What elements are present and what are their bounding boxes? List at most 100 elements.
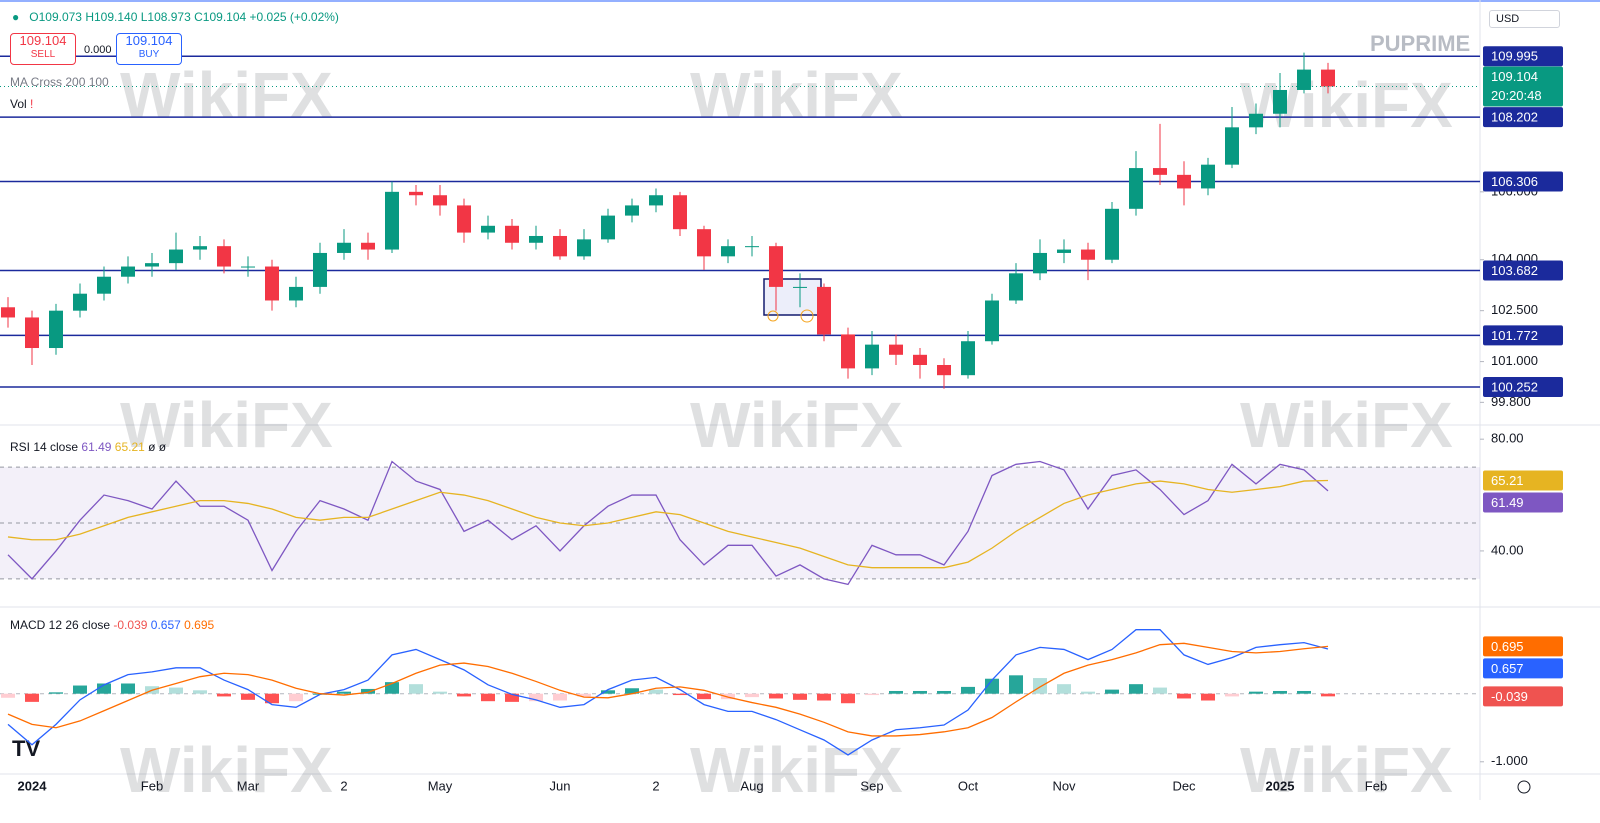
watermark: WikiFX bbox=[120, 734, 333, 806]
x-tick-label: Feb bbox=[141, 778, 163, 793]
candle-body bbox=[1009, 273, 1023, 301]
candle-body bbox=[1273, 89, 1287, 114]
histogram-bar bbox=[913, 690, 927, 694]
macd-title: MACD 12 26 close bbox=[10, 618, 111, 632]
value-label: 65.21 bbox=[1491, 473, 1524, 488]
x-tick-label: Nov bbox=[1052, 778, 1076, 793]
series-line bbox=[7, 479, 1329, 569]
histogram-bar bbox=[193, 690, 207, 694]
value-label-bg bbox=[1483, 470, 1563, 491]
candle-body bbox=[841, 334, 855, 369]
histogram-bar bbox=[289, 693, 303, 702]
histogram-bar bbox=[481, 693, 495, 702]
macd-value: 0.657 bbox=[150, 618, 181, 632]
indicator-legend: MA Cross 200 100 bbox=[10, 75, 109, 89]
candle-body bbox=[721, 246, 735, 257]
value-label: 0.695 bbox=[1491, 639, 1524, 654]
volume-label: Vol bbox=[10, 97, 27, 111]
histogram-bar bbox=[361, 688, 375, 694]
histogram-bar bbox=[1, 693, 15, 698]
countdown: 20:20:48 bbox=[1491, 88, 1542, 103]
watermark: WikiFX bbox=[690, 734, 903, 806]
histogram-bar bbox=[1105, 689, 1119, 694]
histogram-bar bbox=[625, 688, 639, 694]
histogram-bar bbox=[601, 690, 615, 694]
drawn-marker bbox=[767, 310, 779, 322]
candle-body bbox=[217, 246, 231, 267]
y-tick-label: 80.00 bbox=[1491, 431, 1524, 446]
level-label: 106.306 bbox=[1491, 174, 1538, 189]
watermark: WikiFX bbox=[120, 389, 333, 461]
x-tick-label: 2 bbox=[652, 778, 659, 793]
level-label-bg bbox=[1483, 46, 1563, 67]
candle-body bbox=[961, 341, 975, 376]
spread: 0.000 bbox=[84, 44, 112, 56]
candle-body bbox=[1105, 208, 1119, 260]
volume-legend: Vol ! bbox=[10, 97, 34, 111]
drawn-marker bbox=[800, 309, 814, 323]
candle-body bbox=[361, 242, 375, 250]
ohlc-open: O109.073 bbox=[29, 10, 82, 24]
candle-body bbox=[433, 195, 447, 206]
candle-body bbox=[313, 252, 327, 287]
currency-selector[interactable]: USD bbox=[1489, 10, 1561, 28]
rsi-extra: ø ø bbox=[148, 440, 167, 454]
candle-body bbox=[1153, 168, 1167, 175]
candle-body bbox=[817, 286, 831, 335]
settings-icon[interactable] bbox=[1517, 780, 1531, 794]
candle-body bbox=[337, 242, 351, 253]
candle-body bbox=[529, 235, 543, 243]
histogram-bar bbox=[1009, 675, 1023, 694]
x-tick-label: 2025 bbox=[1266, 778, 1295, 793]
ohlc-high: H109.140 bbox=[85, 10, 138, 24]
candle-body bbox=[505, 225, 519, 243]
histogram-bar bbox=[697, 693, 711, 700]
histogram-bar bbox=[745, 693, 759, 698]
value-label-bg bbox=[1483, 658, 1563, 679]
histogram-bar bbox=[433, 691, 447, 694]
candle-body bbox=[1201, 164, 1215, 189]
x-tick-label: Oct bbox=[958, 778, 979, 793]
histogram-bar bbox=[169, 687, 183, 694]
rsi-ma-value: 65.21 bbox=[114, 440, 145, 454]
histogram-bar bbox=[553, 693, 567, 701]
symbol-legend: ● O109.073 H109.140 L108.973 C109.104 +0… bbox=[12, 10, 339, 24]
watermark: WikiFX bbox=[1240, 389, 1453, 461]
candle-body bbox=[1129, 168, 1143, 209]
sell-button[interactable]: 109.104 SELL bbox=[10, 33, 76, 65]
candle-body bbox=[25, 317, 39, 349]
watermark: WikiFX bbox=[120, 59, 333, 131]
candle-body bbox=[289, 286, 303, 301]
watermark: WikiFX bbox=[1240, 69, 1453, 141]
macd-hist-value: -0.039 bbox=[113, 618, 148, 632]
histogram-bar bbox=[1129, 684, 1143, 694]
candle-body bbox=[745, 246, 759, 248]
candle-body bbox=[673, 195, 687, 230]
macd-legend: MACD 12 26 close -0.039 0.657 0.695 bbox=[10, 618, 214, 632]
histogram-bar bbox=[721, 693, 735, 700]
watermark: WikiFX bbox=[690, 389, 903, 461]
y-tick-label: 40.00 bbox=[1491, 542, 1524, 557]
histogram-bar bbox=[1249, 691, 1263, 694]
histogram-bar bbox=[97, 683, 111, 694]
x-tick-label: 2024 bbox=[18, 778, 48, 793]
y-tick-label: 99.800 bbox=[1491, 394, 1531, 409]
candle-body bbox=[865, 344, 879, 369]
candle-body bbox=[1225, 127, 1239, 165]
x-tick-label: 2 bbox=[340, 778, 347, 793]
histogram-bar bbox=[817, 693, 831, 701]
histogram-bar bbox=[1153, 687, 1167, 694]
buy-button[interactable]: 109.104 BUY bbox=[116, 33, 182, 65]
histogram-bar bbox=[1273, 690, 1287, 694]
candle-body bbox=[121, 266, 135, 277]
candle-body bbox=[1, 307, 15, 318]
value-label-bg bbox=[1483, 686, 1563, 707]
x-tick-label: Dec bbox=[1172, 778, 1196, 793]
level-label: 108.202 bbox=[1491, 110, 1538, 125]
candle-body bbox=[169, 249, 183, 264]
sell-label: SELL bbox=[30, 49, 56, 60]
candle-body bbox=[649, 195, 663, 206]
histogram-bar bbox=[985, 678, 999, 694]
histogram-bar bbox=[265, 693, 279, 704]
histogram-bar bbox=[1057, 684, 1071, 694]
